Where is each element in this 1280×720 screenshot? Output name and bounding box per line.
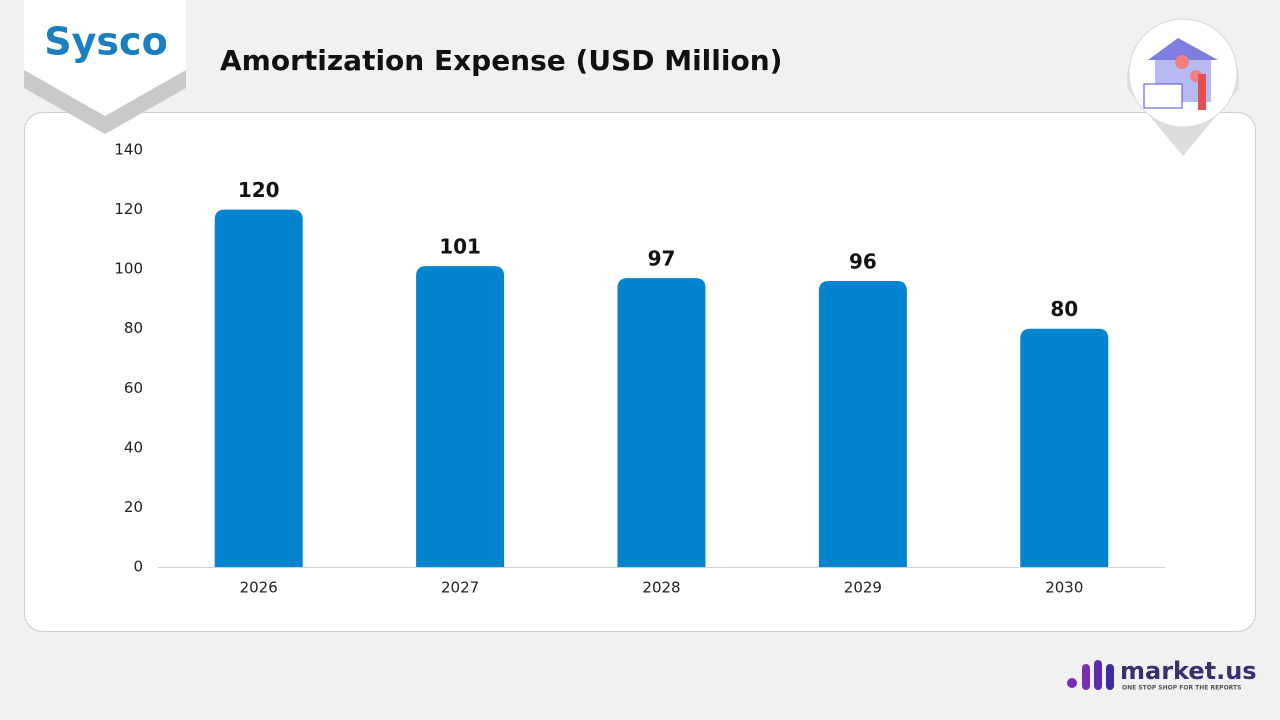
chart-title: Amortization Expense (USD Million) xyxy=(220,44,782,77)
value-label: 97 xyxy=(648,247,676,271)
bar xyxy=(818,281,907,567)
x-tick-label: 2026 xyxy=(240,579,278,597)
logo: Sysco xyxy=(44,20,167,64)
tagline: ONE STOP SHOP FOR THE REPORTS xyxy=(1122,685,1241,692)
icon-person xyxy=(1198,74,1206,110)
logo-shield xyxy=(24,0,186,116)
value-label: 80 xyxy=(1050,297,1078,321)
y-tick-label: 60 xyxy=(124,379,143,397)
value-label: 101 xyxy=(439,235,481,259)
y-tick-label: 120 xyxy=(114,200,143,218)
x-tick-label: 2030 xyxy=(1045,579,1083,597)
y-tick-label: 140 xyxy=(114,141,143,159)
y-tick-label: 0 xyxy=(133,558,143,576)
value-label: 96 xyxy=(849,250,877,274)
y-tick-label: 20 xyxy=(124,498,143,516)
bar xyxy=(416,266,505,567)
x-tick-label: 2027 xyxy=(441,579,479,597)
bar xyxy=(617,278,706,567)
icon-calendar xyxy=(1143,83,1183,109)
icon-coin xyxy=(1175,55,1189,69)
x-tick-label: 2028 xyxy=(642,579,680,597)
bar xyxy=(1020,328,1109,567)
brand-mark xyxy=(1067,660,1114,690)
y-tick-label: 40 xyxy=(124,438,143,456)
icon-roof xyxy=(1148,38,1218,60)
brand: market.us xyxy=(1120,657,1257,685)
y-tick-label: 100 xyxy=(114,260,143,278)
value-label: 120 xyxy=(238,178,280,202)
x-tick-label: 2029 xyxy=(844,579,882,597)
bar xyxy=(214,209,303,568)
y-tick-label: 80 xyxy=(124,319,143,337)
